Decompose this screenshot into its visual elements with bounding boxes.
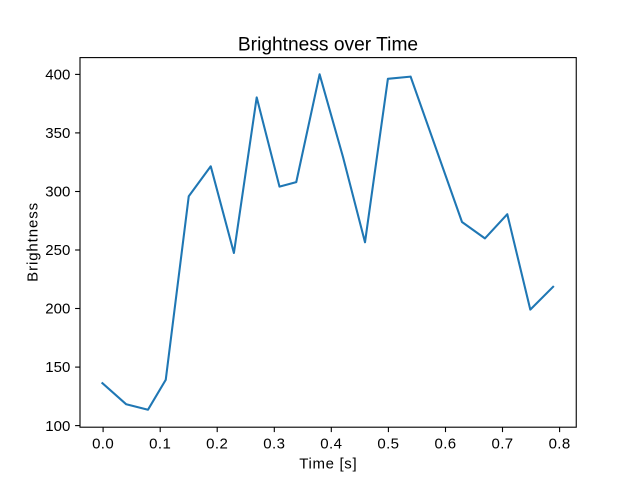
svg-text:0.0: 0.0 <box>92 435 114 452</box>
svg-text:200: 200 <box>45 301 70 318</box>
svg-text:0.4: 0.4 <box>320 435 342 452</box>
svg-text:Brightness over Time: Brightness over Time <box>238 35 418 56</box>
svg-text:Brightness: Brightness <box>25 202 42 282</box>
svg-text:0.2: 0.2 <box>206 435 228 452</box>
svg-text:0.3: 0.3 <box>263 435 285 452</box>
svg-text:0.7: 0.7 <box>491 435 513 452</box>
svg-text:400: 400 <box>45 67 70 84</box>
svg-text:0.8: 0.8 <box>549 435 571 452</box>
svg-text:300: 300 <box>45 184 70 201</box>
svg-text:0.1: 0.1 <box>149 435 171 452</box>
svg-text:150: 150 <box>45 359 70 376</box>
svg-text:Time [s]: Time [s] <box>299 455 357 472</box>
svg-text:0.5: 0.5 <box>377 435 399 452</box>
svg-text:350: 350 <box>45 125 70 142</box>
svg-text:100: 100 <box>45 418 70 435</box>
svg-text:0.6: 0.6 <box>434 435 456 452</box>
svg-text:250: 250 <box>45 242 70 259</box>
